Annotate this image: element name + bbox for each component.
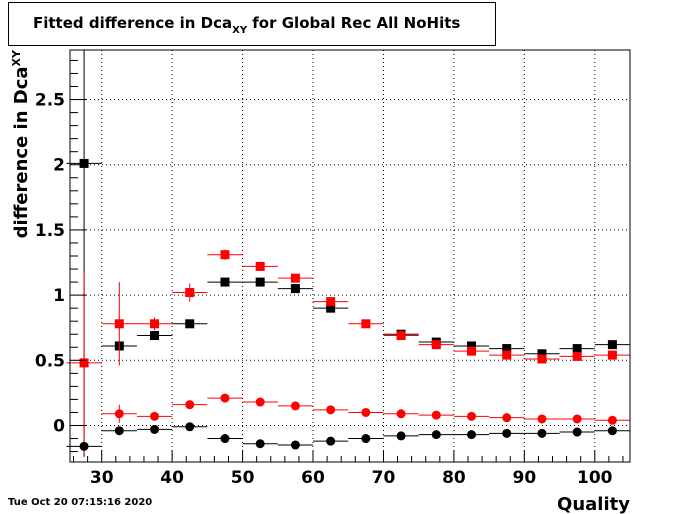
date-stamp: Tue Oct 20 07:15:16 2020 xyxy=(8,497,153,508)
data-point-circle xyxy=(467,411,477,421)
data-point-circle xyxy=(396,431,406,441)
data-point-circle xyxy=(607,426,617,436)
data-point-square xyxy=(326,297,336,307)
y-tick-label: 0.5 xyxy=(35,351,65,371)
data-point-circle xyxy=(502,428,512,438)
data-point-circle xyxy=(185,400,195,410)
title-suffix: for Global Rec All NoHits xyxy=(247,14,461,32)
data-point-circle xyxy=(220,434,230,444)
data-point-circle xyxy=(220,393,230,403)
x-tick-label: 100 xyxy=(577,468,613,488)
data-point-circle xyxy=(150,424,160,434)
data-point-square xyxy=(572,344,582,354)
data-point-square xyxy=(255,261,265,271)
data-point-circle xyxy=(185,422,195,432)
data-point-square xyxy=(150,319,160,329)
y-tick-label: 1.5 xyxy=(35,221,65,241)
data-point-circle xyxy=(502,413,512,423)
data-point-circle xyxy=(537,428,547,438)
data-point-circle xyxy=(114,426,124,436)
data-point-circle xyxy=(290,440,300,450)
x-tick-label: 90 xyxy=(513,468,537,488)
x-tick-label: 30 xyxy=(90,468,114,488)
data-point-circle xyxy=(467,430,477,440)
data-point-square xyxy=(290,284,300,294)
data-point-circle xyxy=(396,409,406,419)
data-point-circle xyxy=(572,414,582,424)
data-point-square xyxy=(255,277,265,287)
x-tick-label: 60 xyxy=(301,468,325,488)
data-point-square xyxy=(79,158,89,168)
data-point-square xyxy=(185,288,195,298)
data-point-square xyxy=(467,346,477,356)
data-point-square xyxy=(537,349,547,359)
y-tick-label: 2 xyxy=(53,156,65,176)
data-point-square xyxy=(431,340,441,350)
title-subscript: XY xyxy=(232,25,248,36)
data-point-circle xyxy=(537,414,547,424)
data-point-circle xyxy=(79,441,89,451)
x-tick-label: 50 xyxy=(231,468,255,488)
data-point-square xyxy=(326,303,336,313)
x-tick-label: 70 xyxy=(372,468,396,488)
data-point-square xyxy=(361,319,371,329)
y-tick-label: 2.5 xyxy=(35,91,65,111)
axes: 30 40 50 60 70 80 90 100 0 0.5 1 1.5 2 2.5 xyxy=(35,59,624,488)
data-point-square xyxy=(502,344,512,354)
data-point-circle xyxy=(255,397,265,407)
data-point-square xyxy=(537,354,547,364)
y-tick-label: 0 xyxy=(53,416,65,436)
data-point-circle xyxy=(150,411,160,421)
data-point-circle xyxy=(326,405,336,415)
data-point-circle xyxy=(255,439,265,449)
data-point-circle xyxy=(361,434,371,444)
x-tick-label: 40 xyxy=(160,468,184,488)
data-point-circle xyxy=(572,427,582,437)
data-point-square xyxy=(185,319,195,329)
data-point-square xyxy=(150,331,160,341)
grid-lines xyxy=(70,50,630,462)
data-point-square xyxy=(502,350,512,360)
y-axis-title: difference in DcaXY xyxy=(10,49,32,238)
data-point-circle xyxy=(431,430,441,440)
y-axis-title-main: difference in Dca xyxy=(11,66,32,238)
data-point-square xyxy=(220,277,230,287)
y-axis-title-subscript: XY xyxy=(10,49,23,66)
data-point-square xyxy=(290,273,300,283)
data-point-circle xyxy=(326,436,336,446)
y-tick-label: 1 xyxy=(53,286,65,306)
title-box: Fitted difference in DcaXY for Global Re… xyxy=(8,2,496,46)
data-point-square xyxy=(396,331,406,341)
title-prefix: Fitted difference in Dca xyxy=(33,14,233,32)
data-point-square xyxy=(467,341,477,351)
data-point-circle xyxy=(290,401,300,411)
plot-frame xyxy=(69,49,631,463)
x-axis-title: Quality xyxy=(557,494,630,514)
data-point-circle xyxy=(607,415,617,425)
data-point-square xyxy=(114,319,124,329)
data-point-square xyxy=(572,351,582,361)
data-point-square xyxy=(220,250,230,260)
chart-title: Fitted difference in DcaXY for Global Re… xyxy=(33,14,460,36)
data-point-circle xyxy=(114,409,124,419)
data-point-circle xyxy=(361,407,371,417)
data-point-square xyxy=(607,340,617,350)
data-markers xyxy=(66,50,630,457)
data-point-square xyxy=(607,350,617,360)
data-point-square xyxy=(79,358,89,368)
x-tick-label: 80 xyxy=(442,468,466,488)
data-point-circle xyxy=(431,410,441,420)
